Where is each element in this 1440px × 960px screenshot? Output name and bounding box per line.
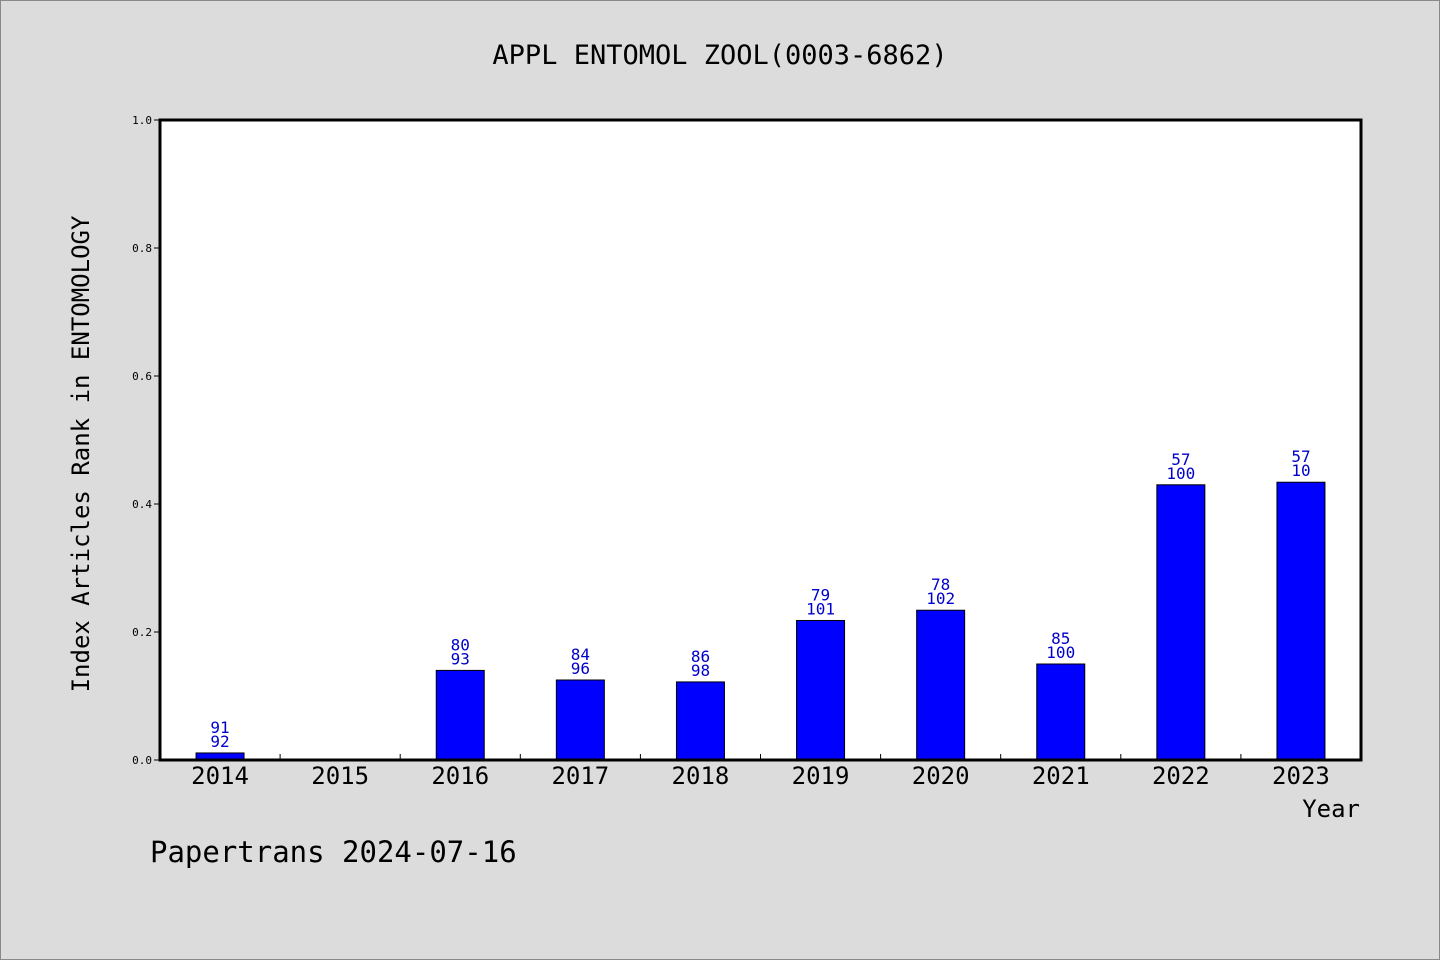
bar-label-top: 80 — [451, 635, 470, 654]
footer-credit: Papertrans 2024-07-16 — [150, 835, 517, 869]
bar-2020 — [916, 609, 966, 761]
bar-label-top: 57 — [1291, 447, 1310, 466]
x-tick-label: 2016 — [431, 762, 489, 790]
x-tick-label: 2020 — [912, 762, 970, 790]
x-ticks-group: 2014 2015 2016 2017 2018 2019 2020 2021 2022 2023 — [191, 754, 1330, 790]
x-tick-label: 2014 — [191, 762, 249, 790]
bar-label-top: 78 — [931, 575, 950, 594]
x-tick-label: 2017 — [551, 762, 609, 790]
bar-2023 — [1276, 481, 1326, 761]
bar-2016 — [435, 669, 485, 761]
x-axis-label: Year — [1302, 795, 1360, 823]
y-ticks-group: 0.0 0.2 0.4 0.6 0.8 1.0 — [132, 114, 160, 767]
bar-label-top: 86 — [691, 647, 710, 666]
bar-label-bottom: 92 — [210, 732, 229, 751]
x-tick-label: 2023 — [1272, 762, 1330, 790]
x-tick-label: 2015 — [311, 762, 369, 790]
bar-label-top: 79 — [811, 585, 830, 604]
bar-label-bottom: 98 — [691, 661, 710, 680]
bar-label-bottom: 101 — [806, 599, 835, 618]
chart-title: APPL ENTOMOL ZOOL(0003-6862) — [492, 40, 947, 71]
bar-label-bottom: 93 — [451, 649, 470, 668]
bar-label-top: 57 — [1171, 450, 1190, 469]
x-tick-label: 2018 — [672, 762, 730, 790]
y-axis-label: Index Articles Rank in ENTOMOLOGY — [67, 215, 95, 692]
y-tick-label: 0.0 — [132, 754, 152, 767]
y-tick-label: 0.8 — [132, 242, 152, 255]
y-tick-label: 0.4 — [132, 498, 152, 511]
bar-label-bottom: 96 — [571, 659, 590, 678]
x-tick-label: 2019 — [792, 762, 850, 790]
bar-2018 — [675, 681, 725, 761]
bar-label-top: 85 — [1051, 629, 1070, 648]
bar-2017 — [555, 679, 605, 761]
bar-2019 — [796, 619, 846, 761]
bar-label-top: 84 — [571, 645, 590, 664]
x-tick-label: 2022 — [1152, 762, 1210, 790]
y-tick-label: 0.2 — [132, 626, 152, 639]
bar-2022 — [1156, 484, 1206, 761]
bars-group — [195, 481, 1326, 761]
bar-label-top: 91 — [210, 718, 229, 737]
y-tick-label: 1.0 — [132, 114, 152, 127]
bar-label-bottom: 10 — [1291, 461, 1310, 480]
x-tick-label: 2021 — [1032, 762, 1090, 790]
y-tick-label: 0.6 — [132, 370, 152, 383]
bar-label-bottom: 100 — [1166, 464, 1195, 483]
bar-label-bottom: 102 — [926, 589, 955, 608]
bar-2021 — [1036, 663, 1086, 761]
plot-border — [158, 118, 1363, 762]
bar-label-bottom: 100 — [1046, 643, 1075, 662]
